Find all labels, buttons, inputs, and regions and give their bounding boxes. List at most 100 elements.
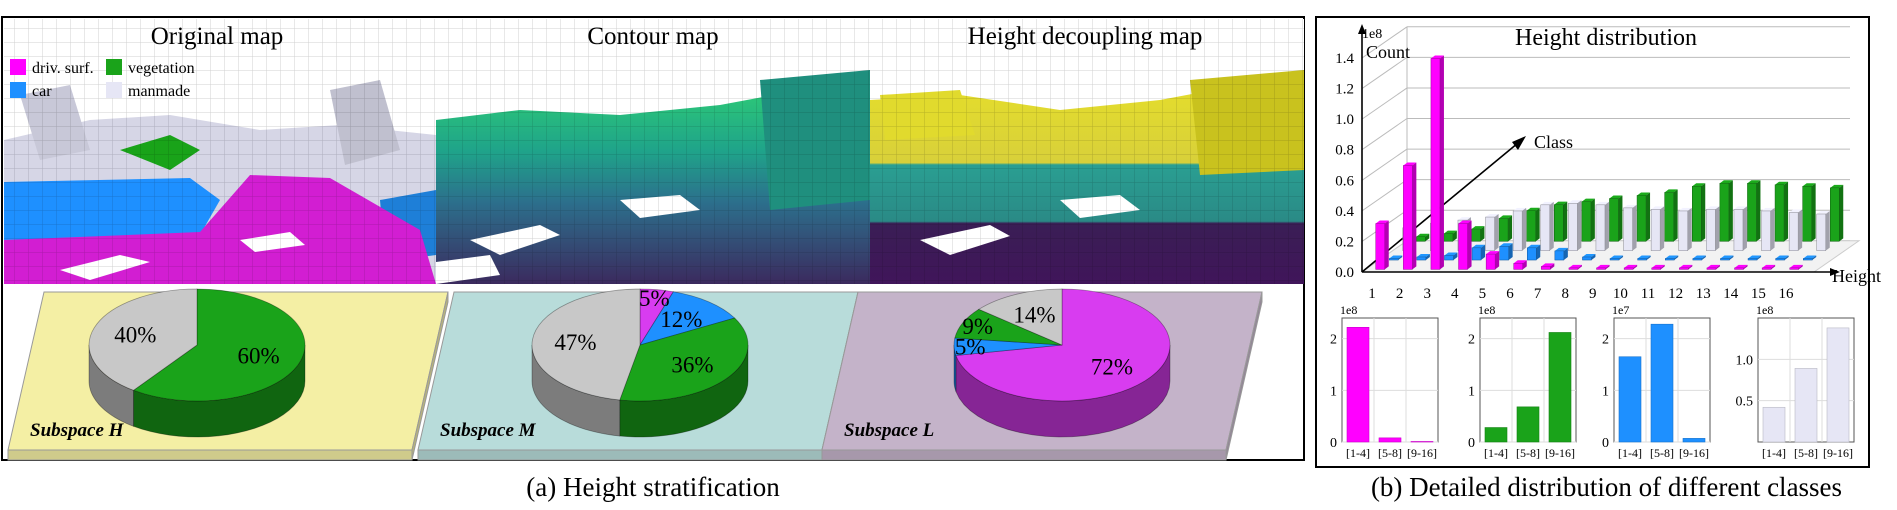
x-tick-label: 12 <box>1668 286 1683 302</box>
x-tick-label: 14 <box>1723 286 1739 302</box>
y-tick-label: 1 <box>1330 384 1337 399</box>
subspace-label: Subspace M <box>440 420 537 441</box>
legend-label-manmade: manmade <box>128 83 190 100</box>
bar <box>1410 441 1434 443</box>
x-tick-label: [1-4] <box>1618 446 1642 460</box>
x-tick-label: [1-4] <box>1346 446 1370 460</box>
class-distribution-charts: 0 1 2 1e8 [1-4] [5-8] [9-16] 0 1 2 1e8 [1-4] [5-8] [9… <box>1330 303 1855 460</box>
bar3d <box>1719 180 1733 242</box>
pie-slice-1 <box>953 337 1063 356</box>
bar <box>1484 427 1508 443</box>
y-tick-label: 1.4 <box>1335 51 1354 67</box>
subspace-label: Subspace H <box>30 420 125 441</box>
map-legend: driv. surf. vegetation car manmade <box>10 59 195 100</box>
bar3d <box>1471 244 1486 261</box>
bar3d <box>1733 206 1747 251</box>
chart-title: Height distribution <box>1515 25 1697 51</box>
x-tick-label: [9-16] <box>1679 446 1709 460</box>
bar3d <box>1512 207 1527 251</box>
pie-slice-0 <box>955 288 1171 402</box>
bar3d <box>1458 220 1472 270</box>
y-axis-label: Count <box>1366 42 1410 62</box>
contour-map-image <box>436 19 870 284</box>
bar3d <box>1706 206 1720 251</box>
y-tick-label: 2 <box>1602 333 1609 348</box>
bar3d <box>1609 255 1624 261</box>
subspace-0: Subspace H 60% 40% <box>7 288 449 461</box>
bar3d <box>1720 255 1734 261</box>
x-tick-label: [9-16] <box>1823 446 1853 460</box>
bar3d <box>1499 243 1513 261</box>
y-scale-label: 1e8 <box>1756 303 1773 317</box>
y-scale-label: 1e8 <box>1362 27 1382 42</box>
y-tick-label: 0.2 <box>1335 234 1354 250</box>
class-chart-2: 0 1 2 1e7 [1-4] [5-8] [9-16] <box>1602 303 1711 460</box>
bar <box>1548 332 1572 443</box>
y-tick-label: 1.2 <box>1335 82 1354 98</box>
x-tick-label: [9-16] <box>1545 446 1575 460</box>
bar3d <box>1375 220 1389 270</box>
legend-label-driv-surf: driv. surf. <box>32 60 94 77</box>
pie-slice-0 <box>639 288 675 347</box>
bar3d <box>1568 200 1582 251</box>
bar <box>1826 327 1850 443</box>
pie-slice-1 <box>639 291 736 346</box>
bar3d <box>1416 253 1430 261</box>
bar3d <box>1513 260 1527 270</box>
subspace-plate-edge <box>7 449 413 461</box>
bar3d <box>1650 206 1665 251</box>
bar3d <box>1623 204 1637 251</box>
bar3d <box>1774 181 1789 242</box>
x-tick-label: 11 <box>1641 286 1655 302</box>
legend-swatch-driv-surf <box>10 59 26 75</box>
bar3d <box>1788 209 1803 251</box>
subspace-pies: Subspace H60%40%Subspace M5%12%36%47%Sub… <box>7 286 1263 461</box>
y-tick-label: 0.0 <box>1335 265 1354 281</box>
bar3d <box>1623 264 1638 270</box>
map-title-contour: Contour map <box>587 23 718 50</box>
x-tick-label: 13 <box>1696 286 1711 302</box>
x-tick-label: [5-8] <box>1516 446 1540 460</box>
bar3d <box>1761 264 1776 270</box>
x-tick-label: 6 <box>1506 286 1514 302</box>
caption-b: (b) Detailed distribution of different c… <box>1370 472 1843 502</box>
bar3d <box>1816 210 1830 251</box>
y-scale-label: 1e7 <box>1612 303 1629 317</box>
bar3d <box>1609 195 1623 242</box>
bar3d <box>1568 264 1582 270</box>
pie-slice-label: 72% <box>1091 354 1133 379</box>
bar3d <box>1582 253 1596 261</box>
bar <box>1650 323 1674 443</box>
bar3d <box>1651 264 1665 270</box>
pie-slice-label: 5% <box>955 334 986 359</box>
bar3d <box>1664 189 1678 242</box>
bar3d <box>1430 55 1444 270</box>
pie-slice-2 <box>954 308 1063 346</box>
y-tick-label: 0.6 <box>1335 173 1354 189</box>
y-tick-label: 0.4 <box>1335 204 1354 220</box>
x-tick-label: [5-8] <box>1794 446 1818 460</box>
bar3d <box>1665 255 1679 261</box>
bar <box>1794 368 1818 443</box>
pie-slice-label: 60% <box>238 343 280 368</box>
bar3d <box>1485 251 1500 270</box>
bar3d <box>1747 180 1761 242</box>
bar3d <box>1692 183 1706 242</box>
bar3d <box>1554 247 1568 261</box>
bar3d <box>1747 255 1762 261</box>
pie-slice-1 <box>88 288 198 391</box>
bar3d <box>1802 183 1816 242</box>
x-tick-label: 4 <box>1451 286 1459 302</box>
panel-b-frame <box>1315 16 1870 468</box>
y-tick-label: 0 <box>1330 436 1337 451</box>
x-tick-label: 16 <box>1779 286 1795 302</box>
subspace-plate-side <box>1225 291 1263 461</box>
bar <box>1618 356 1642 443</box>
z-axis-label: Class <box>1534 132 1573 152</box>
x-tick-label: [1-4] <box>1762 446 1786 460</box>
bar3d <box>1761 207 1775 251</box>
bar3d <box>1789 264 1803 270</box>
pie-slice-label: 40% <box>114 323 156 348</box>
subspace-plate-edge <box>821 449 1227 461</box>
pie-slice-3 <box>531 288 641 401</box>
